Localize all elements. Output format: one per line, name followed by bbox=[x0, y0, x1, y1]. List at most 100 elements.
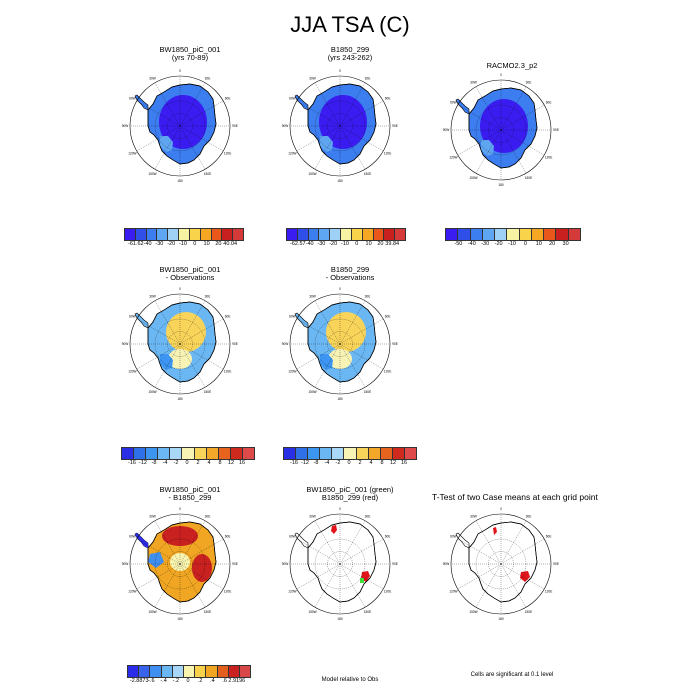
colorbar-swatch bbox=[495, 229, 508, 240]
colorbar-tick-label: -30 bbox=[155, 241, 164, 247]
colorbar-tick-label: 2.9196 bbox=[228, 678, 246, 684]
colorbar-tick-label: -40 bbox=[305, 241, 314, 247]
longitude-label: 0 bbox=[500, 73, 502, 77]
colorbar-swatch bbox=[170, 448, 183, 459]
panel-2-title: B1850_299 (yrs 243-262) bbox=[290, 46, 410, 62]
meridian-line bbox=[154, 520, 181, 565]
colorbar-tick-label: 4 bbox=[369, 460, 373, 466]
colorbar-tick-label: -30 bbox=[317, 241, 326, 247]
longitude-label: 90E bbox=[553, 128, 559, 132]
colorbar-swatch bbox=[135, 229, 147, 240]
panel-1-title: BW1850_piC_001 (yrs 70-89) bbox=[130, 46, 250, 62]
colorbar-tick-label: 20 bbox=[377, 241, 384, 247]
colorbar-tick-label: -10 bbox=[508, 241, 516, 247]
longitude-label: 30E bbox=[365, 295, 371, 299]
longitude-label: 150E bbox=[364, 390, 371, 394]
ice-shelf-region bbox=[481, 140, 494, 156]
longitude-label: 60E bbox=[385, 97, 391, 101]
longitude-label: 90W bbox=[122, 342, 129, 346]
colorbar-swatch bbox=[568, 229, 580, 240]
map-border-circle bbox=[450, 513, 552, 615]
colorbar-swatch bbox=[158, 448, 171, 459]
colorbar-swatch bbox=[507, 229, 520, 240]
meridian-line bbox=[457, 129, 502, 156]
longitude-label: 180 bbox=[177, 179, 183, 183]
colorbar-swatch bbox=[172, 666, 184, 677]
longitude-label: 120W bbox=[128, 152, 136, 156]
colorbar-swatch bbox=[482, 229, 496, 240]
longitude-label: 90W bbox=[443, 562, 450, 566]
longitude-label: 30W bbox=[149, 515, 156, 519]
colorbar-tick-label: -.4 bbox=[160, 678, 167, 684]
map-panel-1: 0 30E 60E 90E 120E 150E 180 150W 120W 90W 60W 30W bbox=[122, 69, 238, 183]
panel-6-title-line2: - B1850_299 bbox=[168, 493, 212, 502]
longitude-label: 120E bbox=[224, 590, 231, 594]
meridian-line bbox=[500, 520, 527, 565]
panel-8-title-line1: T-Test of two Case means at each grid po… bbox=[432, 492, 598, 502]
colorbar-swatch bbox=[544, 229, 557, 240]
longitude-label: 60W bbox=[289, 97, 296, 101]
ice-shelf-region bbox=[160, 136, 173, 152]
meridian-line bbox=[179, 300, 206, 345]
colorbar-tick-label: -30 bbox=[481, 241, 490, 247]
colorbar-swatch bbox=[222, 229, 234, 240]
meridian-line bbox=[296, 318, 341, 345]
longitude-label: 90E bbox=[392, 562, 398, 566]
panel-6-title-line1: BW1850_piC_001 bbox=[159, 485, 221, 494]
meridian-line bbox=[457, 104, 502, 131]
colorbar-panel-2 bbox=[286, 228, 406, 241]
colorbar-swatch bbox=[470, 229, 483, 240]
colorbar-tick-label: -8 bbox=[313, 460, 319, 466]
longitude-label: 30E bbox=[365, 77, 371, 81]
colorbar-tick-label: 0 bbox=[186, 678, 190, 684]
colorbar-ticks-panel-5: -16 -12 -8 -4 -2 0 2 4 8 12 16 bbox=[283, 460, 415, 469]
longitude-label: 30E bbox=[526, 515, 532, 519]
colorbar-swatch bbox=[242, 448, 255, 459]
meridian-line bbox=[154, 563, 181, 608]
cold-bias-region bbox=[160, 354, 173, 370]
longitude-label: 180 bbox=[337, 179, 343, 183]
map-panel-4: 0 30E 60E 90E 120E 150E 180 150W 120W 90W 60W 30W bbox=[122, 287, 238, 401]
meridian-line bbox=[500, 129, 527, 174]
meridian-line bbox=[339, 520, 366, 565]
panel-3-title-line1: RACMO2.3_p2 bbox=[486, 61, 538, 70]
longitude-label: 90E bbox=[232, 562, 238, 566]
colorbar-tick-label: 12 bbox=[227, 460, 235, 466]
meridian-line bbox=[136, 343, 181, 370]
colorbar-panel-3 bbox=[445, 228, 581, 241]
ice-shelf-region bbox=[320, 136, 333, 152]
longitude-label: 90W bbox=[443, 128, 450, 132]
longitude-label: 180 bbox=[177, 397, 183, 401]
longitude-label: 60E bbox=[546, 535, 552, 539]
colorbar-ticks-panel-6: -2.8873 -.6 -.4 -.2 0 .2 .4 .6 2.9196 bbox=[127, 678, 249, 687]
longitude-label: 60E bbox=[225, 315, 231, 319]
longitude-label: 30W bbox=[309, 295, 316, 299]
meridian-line bbox=[339, 343, 384, 370]
meridian-line bbox=[339, 343, 366, 388]
colorbar-tick-label: 39.84 bbox=[385, 241, 400, 247]
meridian-line bbox=[339, 563, 366, 608]
colorbar-tick-label: 4 bbox=[207, 460, 211, 466]
colorbar-swatch bbox=[308, 448, 321, 459]
longitude-label: 120W bbox=[128, 590, 136, 594]
colorbar-tick-label: -4 bbox=[162, 460, 168, 466]
colorbar-panel-6 bbox=[127, 665, 251, 678]
longitude-label: 120E bbox=[384, 370, 391, 374]
meridian-line bbox=[179, 82, 206, 127]
longitude-label: 150E bbox=[525, 176, 532, 180]
longitude-label: 150W bbox=[148, 390, 156, 394]
colorbar-tick-label: -20 bbox=[167, 241, 176, 247]
meridian-line bbox=[314, 125, 341, 170]
panel-4-title-line1: BW1850_piC_001 bbox=[159, 265, 221, 274]
longitude-label: 120W bbox=[449, 156, 457, 160]
colorbar-tick-label: .4 bbox=[210, 678, 215, 684]
colorbar-swatch bbox=[368, 448, 381, 459]
longitude-label: 150E bbox=[525, 610, 532, 614]
longitude-label: 0 bbox=[179, 507, 181, 511]
colorbar-swatch bbox=[200, 229, 212, 240]
antarctic-peninsula bbox=[294, 312, 309, 329]
longitude-label: 30E bbox=[365, 515, 371, 519]
colorbar-tick-label: 10 bbox=[535, 241, 542, 247]
longitude-label: 150W bbox=[308, 172, 316, 176]
colorbar-tick-label: 12 bbox=[389, 460, 397, 466]
